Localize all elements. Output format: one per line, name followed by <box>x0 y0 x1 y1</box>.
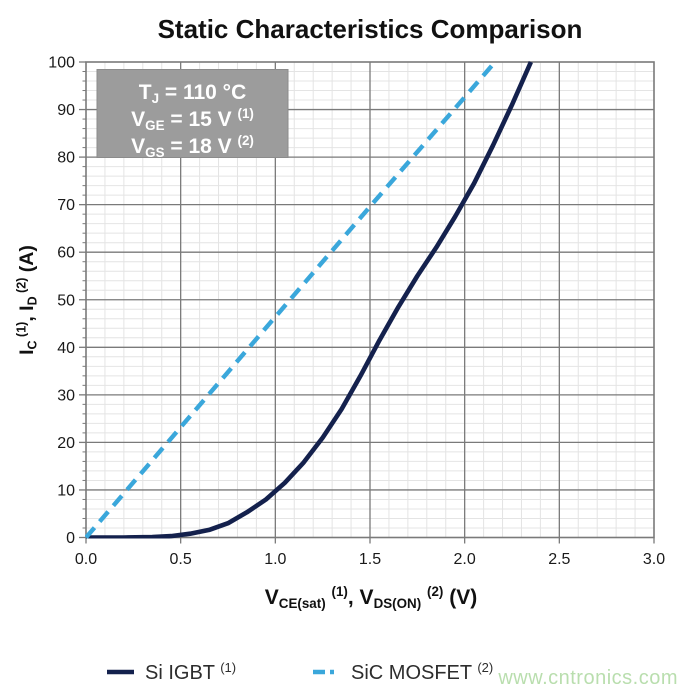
y-tick-label: 100 <box>48 55 75 72</box>
x-tick-label: 3.0 <box>643 551 665 568</box>
x-tick-label: 0.5 <box>170 551 192 568</box>
x-tick-labels: 0.0 0.5 1.0 1.5 2.0 2.5 3.0 <box>75 551 665 568</box>
y-tick-labels: 0 10 20 30 40 50 60 70 80 90 100 <box>48 55 75 548</box>
legend-label: Si IGBT (1) <box>145 659 237 684</box>
y-tick-label: 70 <box>57 197 75 214</box>
chart-legend: Si IGBT (1) SiC MOSFET (2) <box>0 654 680 690</box>
series-line-sic-mosfet-2 <box>85 61 497 539</box>
legend-marker-dashed-line-icon <box>313 669 340 675</box>
y-axis-title: IC (1), ID (2) (A) <box>15 245 40 355</box>
x-tick-label: 1.5 <box>359 551 381 568</box>
x-tick-label: 1.0 <box>264 551 286 568</box>
watermark-text: www.cntronics.com <box>498 667 678 689</box>
x-tick-label: 2.0 <box>454 551 476 568</box>
legend-item-si-igbt-1: Si IGBT (1) <box>106 654 236 690</box>
y-tick-label: 20 <box>57 435 75 452</box>
y-tick-label: 10 <box>57 482 75 499</box>
chart-title: Static Characteristics Comparison <box>157 14 583 44</box>
annotation-line: TJ = 110 °C <box>139 81 247 106</box>
y-tick-label: 30 <box>57 387 75 404</box>
plot-border <box>85 61 655 539</box>
x-tick-label: 2.5 <box>548 551 570 568</box>
annotation-line: VGE = 15 V (1) <box>131 106 254 133</box>
y-tick-label: 0 <box>66 530 75 547</box>
legend-label: SiC MOSFET (2) <box>351 659 494 684</box>
legend-item-sic-mosfet-2: SiC MOSFET (2) <box>312 654 493 690</box>
series-line-si-igbt-1 <box>86 61 534 539</box>
annotation-line: VGS = 18 V (2) <box>131 133 254 160</box>
y-tick-label: 90 <box>57 102 75 119</box>
legend-marker-solid-line-icon <box>107 669 134 675</box>
y-tick-label: 50 <box>57 292 75 309</box>
y-tick-label: 40 <box>57 340 75 357</box>
y-tick-label: 60 <box>57 245 75 262</box>
x-tick-label: 0.0 <box>75 551 97 568</box>
y-tick-label: 80 <box>57 150 75 167</box>
x-axis-title: VCE(sat) (1), VDS(ON) (2) (V) <box>265 584 477 611</box>
